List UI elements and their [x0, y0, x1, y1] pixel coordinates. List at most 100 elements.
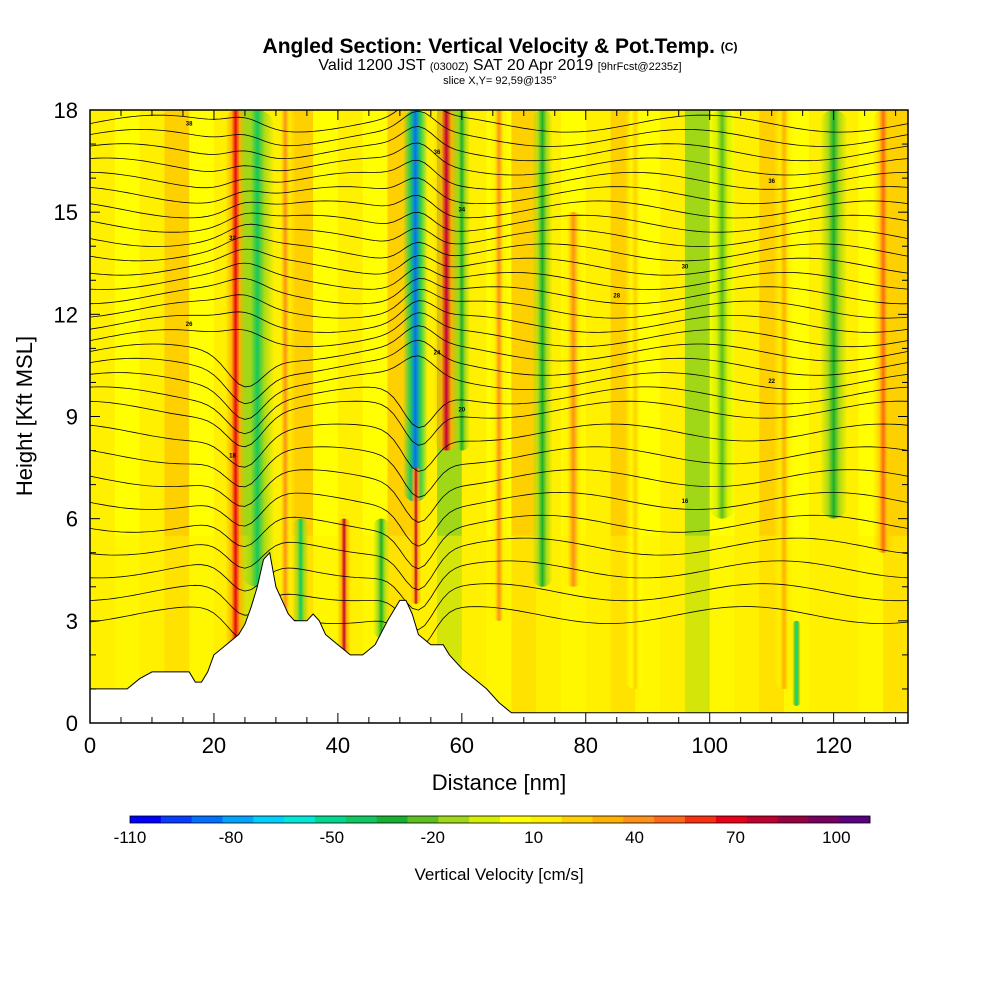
theta-contour-label: 34 [458, 207, 465, 213]
theta-contour-line [90, 325, 908, 388]
theta-contour-line [90, 110, 908, 147]
colorbar-swatch [130, 816, 162, 823]
theta-contour-label: 18 [229, 453, 236, 459]
colorbar-swatch [345, 816, 377, 823]
theta-contour-line [90, 248, 908, 276]
velocity-streak [373, 518, 390, 638]
colorbar-swatch [623, 816, 655, 823]
y-tick-label: 0 [66, 711, 78, 736]
colorbar-swatch [530, 816, 562, 823]
colorbar-label: 100 [822, 828, 850, 847]
colorbar-swatch [315, 816, 347, 823]
velocity-streak [820, 110, 848, 519]
terrain-mask [90, 551, 908, 723]
x-axis: 0 20 40 60 80 100 120 [84, 110, 897, 758]
theta-contour-line [90, 142, 908, 176]
velocity-streak [559, 212, 587, 587]
theta-contour-label: 36 [768, 179, 775, 185]
theta-contour-line [90, 606, 908, 650]
theta-contour-line [90, 110, 908, 133]
y-tick-label: 3 [66, 609, 78, 634]
theta-contour-label: 24 [434, 350, 441, 356]
utc-time: (0300Z) [429, 61, 469, 73]
colorbar-label: -50 [320, 828, 345, 847]
velocity-streak [792, 620, 801, 706]
velocity-streak [274, 110, 296, 621]
x-tick-label: 120 [815, 733, 852, 758]
theta-contour-line [90, 514, 908, 570]
colorbar-label: -110 [114, 828, 147, 847]
velocity-streak [337, 518, 351, 655]
theta-contour-line [90, 491, 908, 547]
colorbar-swatch [376, 816, 408, 823]
theta-contour-line [90, 446, 908, 498]
theta-contour-line [90, 262, 908, 290]
velocity-streak [532, 110, 553, 587]
velocity-streak [453, 110, 470, 451]
theta-contour-line [90, 125, 908, 162]
y-tick-label: 12 [54, 302, 78, 327]
theta-contour-label: 26 [186, 322, 193, 328]
y-tick-label: 15 [54, 200, 78, 225]
theta-contour-line [90, 159, 908, 190]
colorbar-swatch [777, 816, 809, 823]
y-tick-label: 6 [66, 507, 78, 532]
theta-contour-line [90, 195, 908, 219]
theta-contour-line [90, 423, 908, 472]
velocity-streak [708, 110, 736, 519]
colorbar-swatch [561, 816, 593, 823]
theta-contour-line [90, 355, 908, 420]
theta-contour-label: 32 [229, 236, 236, 242]
title-copyright-mark: (C) [720, 40, 738, 54]
colorbar-label: -80 [219, 828, 244, 847]
theta-contour-line [90, 386, 908, 435]
velocity-streak [488, 110, 510, 621]
theta-contour-label: 22 [768, 379, 775, 385]
colorbar-swatch [253, 816, 285, 823]
x-tick-label: 20 [202, 733, 226, 758]
theta-contour-label: 30 [682, 265, 689, 271]
colorbar-swatch [685, 816, 717, 823]
velocity-streak [773, 110, 795, 689]
theta-contour-label: 38 [186, 122, 193, 128]
colorbar-swatch [715, 816, 747, 823]
x-tick-label: 0 [84, 733, 96, 758]
colorbar-swatch [746, 816, 778, 823]
colorbar-swatch [407, 816, 439, 823]
chart-title-block: Angled Section: Vertical Velocity & Pot.… [0, 36, 1000, 88]
colorbar-label: 70 [726, 828, 745, 847]
x-axis-title: Distance [nm] [432, 770, 567, 795]
theta-contour-line [90, 583, 908, 631]
velocity-streak [625, 110, 646, 689]
forecast-info: [9hrFcst@2235z] [597, 61, 682, 73]
theta-contour-label: 20 [458, 408, 465, 414]
velocity-streak [434, 110, 459, 451]
theta-contours: 38 36 36 34 32 30 28 26 24 22 20 18 16 [90, 110, 908, 650]
velocity-features [225, 110, 894, 706]
colorbar-swatch [469, 816, 501, 823]
colorbar-label: 10 [524, 828, 543, 847]
x-tick-label: 40 [326, 733, 350, 758]
y-axis-title: Height [Kft MSL] [12, 336, 37, 496]
theta-contour-line [90, 288, 908, 319]
theta-contour-line [90, 537, 908, 591]
theta-contour-line [90, 278, 908, 305]
theta-contour-label: 36 [434, 150, 441, 156]
y-tick-label: 9 [66, 405, 78, 430]
colorbar-label: 40 [625, 828, 644, 847]
colorbar-label: -20 [420, 828, 445, 847]
colorbar-swatch [654, 816, 686, 823]
colorbar-swatch [284, 816, 316, 823]
colorbar-swatch [222, 816, 254, 823]
valid-date: SAT 20 Apr 2019 [472, 57, 594, 74]
velocity-streak [872, 110, 894, 553]
theta-contour-line [90, 312, 908, 348]
theta-contour-label: 16 [682, 499, 689, 505]
colorbar: -110 -80 -50 -20 10 40 70 100 [114, 815, 871, 847]
theta-contour-line [90, 300, 908, 333]
velocity-streak [292, 518, 309, 638]
theta-contour-line [90, 177, 908, 205]
colorbar-swatch [808, 816, 840, 823]
theta-contour-line [90, 469, 908, 523]
